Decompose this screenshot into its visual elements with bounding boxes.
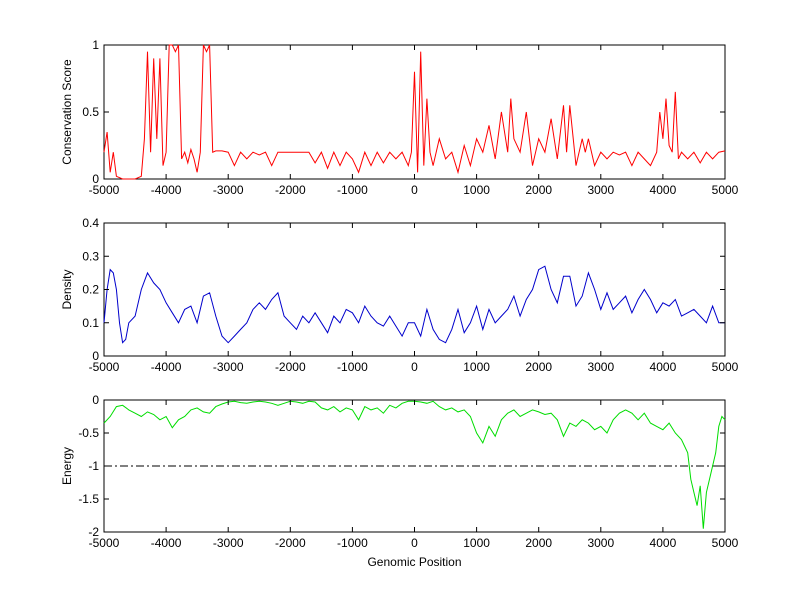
y-tick-label: -0.5 (78, 426, 99, 440)
x-tick-label: -4000 (151, 536, 182, 550)
subplot-3: -5000 -4000 -3000 -2000 -1000 0 1000 2000 3000 40… (60, 393, 739, 569)
x-tick-label: 1000 (463, 183, 490, 197)
y-axis-label: Energy (60, 447, 74, 485)
y-tick-label: -1 (88, 459, 99, 473)
y-tick-label: 0 (92, 393, 99, 407)
x-tick-label: 5000 (712, 360, 739, 374)
y-axis-label: Density (60, 269, 74, 309)
series-line-1 (103, 44, 726, 180)
x-tick-label: 3000 (587, 536, 614, 550)
y-tick-label: -2 (88, 525, 99, 539)
x-tick-label: -2000 (275, 536, 306, 550)
y-tick-label: 0.4 (82, 216, 99, 230)
y-tick-label: 0.2 (82, 283, 99, 297)
x-tick-label: 0 (411, 536, 418, 550)
y-tick-label: 1 (92, 38, 99, 52)
x-tick-label: 2000 (525, 360, 552, 374)
series-line-1 (103, 265, 725, 344)
x-tick-label: -3000 (213, 183, 244, 197)
x-tick-label: -1000 (337, 360, 368, 374)
x-tick-label: 1000 (463, 360, 490, 374)
x-tick-label: 5000 (712, 536, 739, 550)
y-tick-label: -1.5 (78, 492, 99, 506)
y-tick-label: 0.3 (82, 249, 99, 263)
x-axis-label: Genomic Position (367, 555, 461, 569)
x-tick-label: -2000 (275, 183, 306, 197)
x-tick-label: 1000 (463, 536, 490, 550)
x-tick-label: 0 (411, 360, 418, 374)
x-tick-label: -3000 (213, 536, 244, 550)
x-tick-label: -5000 (89, 536, 120, 550)
x-tick-label: -4000 (151, 360, 182, 374)
y-tick-label: 0.1 (82, 316, 99, 330)
y-axis-label: Conservation Score (60, 59, 74, 165)
x-tick-label: -2000 (275, 360, 306, 374)
x-tick-label: 4000 (650, 536, 677, 550)
subplot-1: -5000 -4000 -3000 -2000 -1000 0 1000 2000 3000 40… (60, 38, 739, 197)
y-tick-label: 0 (92, 172, 99, 186)
x-tick-label: -4000 (151, 183, 182, 197)
x-tick-label: -3000 (213, 360, 244, 374)
y-tick-label: 0.5 (82, 105, 99, 119)
y-tick-label: 0 (92, 349, 99, 363)
x-tick-label: 0 (411, 183, 418, 197)
x-tick-label: 3000 (587, 360, 614, 374)
x-tick-label: -5000 (89, 360, 120, 374)
x-tick-label: 5000 (712, 183, 739, 197)
x-tick-label: -1000 (337, 536, 368, 550)
plot-area (103, 222, 726, 357)
x-tick-label: 4000 (650, 183, 677, 197)
x-tick-label: -5000 (89, 183, 120, 197)
x-tick-label: 2000 (525, 536, 552, 550)
x-tick-label: 2000 (525, 183, 552, 197)
series-line-1 (103, 400, 726, 529)
x-tick-label: 4000 (650, 360, 677, 374)
x-tick-label: 3000 (587, 183, 614, 197)
plot-area (103, 44, 726, 180)
subplot-2: -5000 -4000 -3000 -2000 -1000 0 1000 2000 3000 40… (60, 216, 739, 374)
x-tick-label: -1000 (337, 183, 368, 197)
